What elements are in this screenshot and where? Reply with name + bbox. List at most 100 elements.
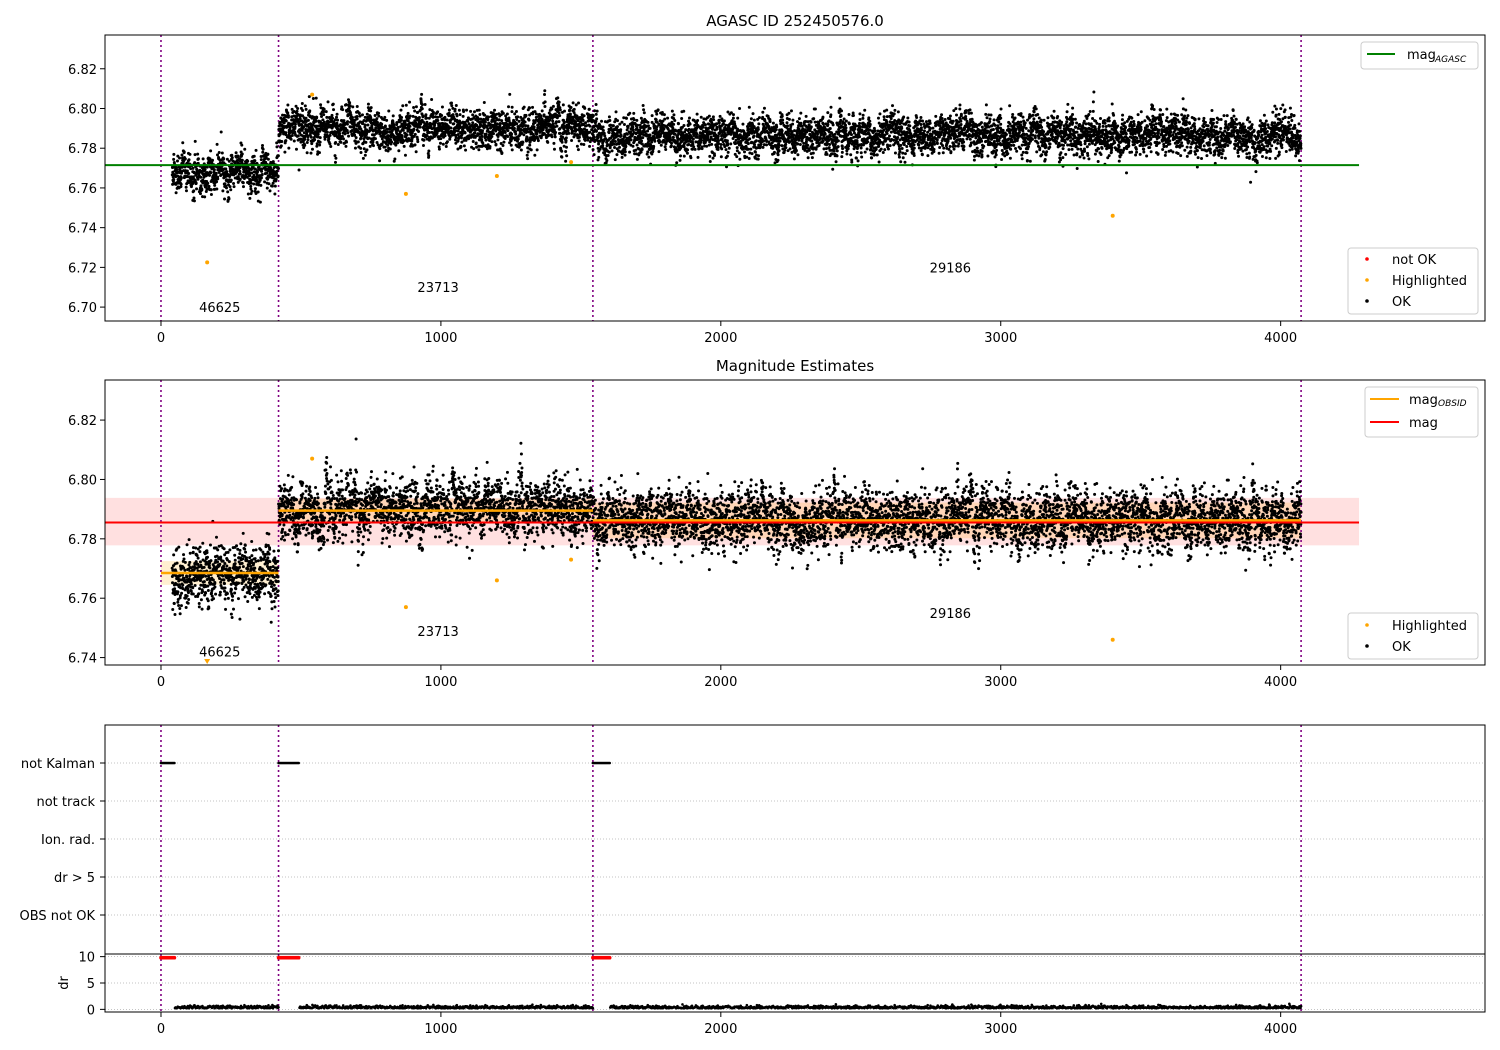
ok-point [868,119,872,123]
ok-point [687,116,691,120]
ok-point [613,140,617,144]
ok-point [293,125,297,129]
ok-point [720,137,724,141]
ok-point [224,186,228,190]
ok-point [187,158,191,162]
ok-point [401,104,405,108]
ok-point [233,160,237,164]
ok-point [881,142,885,146]
ok-point [328,133,332,137]
ok-point [613,145,617,149]
ok-point [378,147,382,151]
ok-point [846,147,850,151]
ok-point [557,103,561,107]
ok-point [737,151,741,155]
ok-point [772,150,776,154]
ok-point [287,121,291,125]
ok-point [650,120,654,124]
ok-point [287,146,291,150]
ok-point [490,140,494,144]
ok-point [594,119,598,123]
ok-point [697,147,701,151]
ok-point [510,148,514,152]
ok-point [376,143,380,147]
ok-point [215,142,219,146]
ok-point [359,146,363,150]
ok-point [454,129,458,133]
ok-point [741,122,745,126]
ok-point [640,148,644,152]
ok-point [303,104,307,108]
ok-point [459,136,463,140]
ok-point [756,157,760,161]
ok-point [365,128,369,132]
ok-point [639,150,643,154]
ok-point [638,123,642,127]
ok-point [640,142,644,146]
ok-point [348,110,352,114]
ok-point [241,185,245,189]
ok-point [847,122,851,126]
ok-point [540,109,544,113]
ok-point [426,126,430,130]
ok-point [277,124,281,128]
ok-point [344,103,348,107]
ok-point [789,125,793,129]
ok-point [361,156,365,160]
ok-point [392,159,396,163]
ok-point [647,155,651,159]
ok-point [353,133,357,137]
ok-point [427,149,431,153]
ok-point [607,150,611,154]
ok-point [810,156,814,160]
ok-point [611,124,615,128]
ok-point [318,143,322,147]
ok-point [710,142,714,146]
ok-point [335,121,339,125]
ok-point [292,139,296,143]
ok-point [889,130,893,134]
ok-point [360,113,364,117]
ok-point [553,135,557,139]
ok-point [361,122,365,126]
ok-point [799,111,803,115]
ok-point [581,119,585,123]
ok-point [635,143,639,147]
ok-point [294,147,298,151]
ok-point [363,135,367,139]
ok-point [256,170,260,174]
ok-point [414,150,418,154]
ok-point [491,132,495,136]
ok-point [703,123,707,127]
ok-point [502,140,506,144]
ok-point [826,111,830,115]
ok-point [503,137,507,141]
ok-point [775,125,779,129]
ok-point [519,115,523,119]
ok-point [685,133,689,137]
ok-point [623,134,627,138]
ok-point [828,134,832,138]
ok-point [185,169,189,173]
ok-point [325,130,329,134]
ok-point [220,151,224,155]
ok-point [850,160,854,164]
ok-point [228,175,232,179]
ok-point [445,118,449,122]
ok-point [248,196,252,200]
ok-point [278,120,282,124]
ok-point [347,134,351,138]
ok-point [257,183,261,187]
ok-point [286,111,290,115]
ok-point [388,147,392,151]
ok-point [695,121,699,125]
ok-point [428,108,432,112]
ok-point [259,158,263,162]
ok-point [230,156,234,160]
ok-point [619,128,623,132]
ok-point [322,110,326,114]
ok-point [205,165,209,169]
ok-point [780,129,784,133]
ok-point [313,130,317,134]
ok-point [284,119,288,123]
